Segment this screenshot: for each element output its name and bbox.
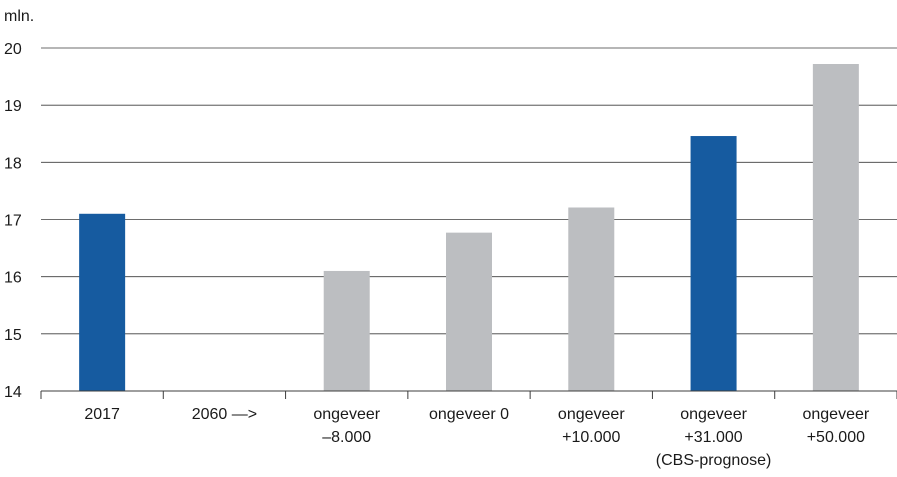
y-tick-label: 17	[4, 213, 22, 230]
category-label: 2060 —>	[192, 406, 257, 423]
category-label: ongeveer	[680, 406, 747, 423]
category-label: ongeveer	[558, 406, 625, 423]
y-tick-label: 20	[4, 41, 22, 58]
bar	[690, 136, 737, 391]
category-label: (CBS-prognose)	[656, 452, 772, 469]
category-label: +31.000	[684, 429, 742, 446]
bar	[79, 213, 126, 391]
category-label: –8.000	[322, 429, 371, 446]
category-label: ongeveer	[802, 406, 869, 423]
bar	[568, 207, 615, 391]
y-axis-ticks: 14 15 16 17 18 19 20	[4, 41, 22, 401]
bars	[79, 64, 859, 392]
y-tick-label: 19	[4, 98, 22, 115]
y-axis-unit-label: mln.	[4, 8, 34, 25]
gridlines	[41, 47, 897, 335]
y-tick-label: 14	[4, 384, 22, 401]
y-tick-label: 16	[4, 270, 22, 287]
category-label: ongeveer	[313, 406, 380, 423]
category-label: 2017	[84, 406, 120, 423]
bar	[323, 270, 370, 391]
category-label: +50.000	[807, 429, 865, 446]
y-tick-label: 15	[4, 327, 22, 344]
category-label: ongeveer 0	[429, 406, 509, 423]
bar	[446, 232, 492, 391]
category-label: +10.000	[562, 429, 620, 446]
x-axis	[40, 390, 897, 399]
y-tick-label: 18	[4, 155, 22, 172]
bar	[812, 64, 859, 392]
category-labels: 2017 2060 —> ongeveer –8.000 ongeveer 0 ongev…	[84, 406, 870, 469]
